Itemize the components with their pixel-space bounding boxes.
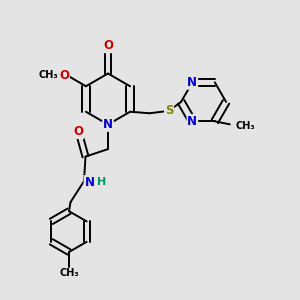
Text: O: O — [59, 69, 69, 82]
Text: O: O — [103, 39, 113, 52]
Text: N: N — [103, 118, 113, 131]
Text: O: O — [74, 125, 84, 138]
Text: CH₃: CH₃ — [235, 121, 255, 131]
Text: N: N — [187, 115, 197, 128]
Text: N: N — [84, 176, 94, 189]
Text: CH₃: CH₃ — [39, 70, 58, 80]
Text: S: S — [165, 104, 173, 117]
Text: N: N — [187, 76, 197, 89]
Text: CH₃: CH₃ — [59, 268, 79, 278]
Text: H: H — [97, 177, 106, 188]
